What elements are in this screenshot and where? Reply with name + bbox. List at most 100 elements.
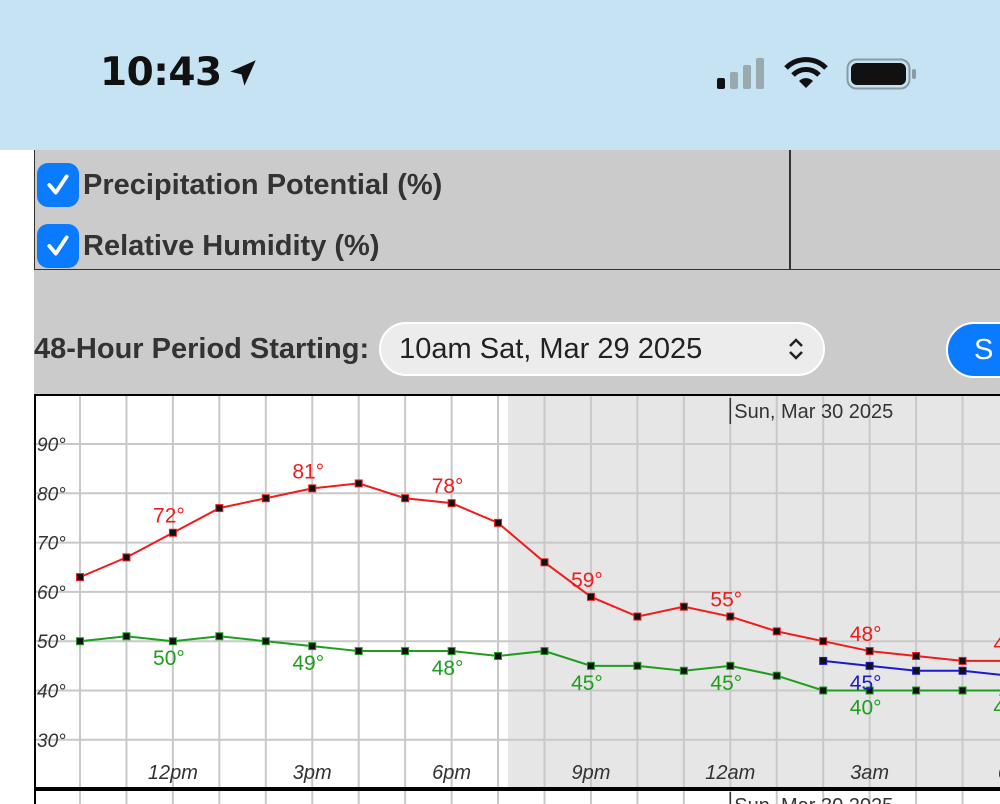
- y-tick-label: 70°: [37, 534, 66, 555]
- options-panel: Precipitation Potential (%) Relative Hum…: [34, 150, 1000, 394]
- clock: 10:43: [100, 50, 222, 95]
- data-point: [586, 661, 595, 670]
- cellular-signal-icon: [717, 58, 764, 89]
- data-label: 72°: [153, 505, 185, 528]
- data-label: 81°: [292, 460, 324, 483]
- data-label: 78°: [432, 475, 464, 498]
- data-label: 48°: [432, 657, 464, 680]
- data-point: [819, 656, 828, 665]
- y-tick-label: 90°: [37, 435, 66, 456]
- data-point: [865, 647, 874, 656]
- data-label: 45°: [571, 672, 603, 695]
- data-point: [819, 637, 828, 646]
- data-point: [679, 602, 688, 611]
- data-point: [447, 647, 456, 656]
- data-label: 55°: [710, 589, 742, 612]
- option-humidity[interactable]: Relative Humidity (%): [37, 224, 380, 268]
- next-chart-day-label: Sun, Mar 30 2025: [734, 795, 893, 804]
- data-point: [354, 647, 363, 656]
- data-label: 48°: [850, 623, 882, 646]
- period-select-value: 10am Sat, Mar 29 2025: [399, 332, 703, 365]
- data-point: [633, 612, 642, 621]
- day-label: Sun, Mar 30 2025: [734, 401, 893, 423]
- submit-button[interactable]: S: [946, 322, 1000, 378]
- option-label: Precipitation Potential (%): [83, 168, 443, 201]
- option-checkboxes: Precipitation Potential (%) Relative Hum…: [34, 150, 1000, 270]
- data-point: [772, 671, 781, 680]
- temperature-chart: 90° 80° 70° 60° 50° 40° 30° Sun, Mar 30 2025 Sun…: [34, 394, 1000, 804]
- period-selector: 48-Hour Period Starting: 10am Sat, Mar 2…: [34, 322, 826, 376]
- y-tick-label: 30°: [37, 731, 66, 752]
- x-tick-label: 12am: [705, 762, 755, 784]
- data-point: [958, 656, 967, 665]
- data-point: [540, 558, 549, 567]
- x-tick-label: 6pm: [432, 762, 471, 784]
- data-point: [122, 632, 131, 641]
- data-point: [726, 612, 735, 621]
- data-point: [308, 484, 317, 493]
- data-point: [586, 592, 595, 601]
- data-point: [76, 637, 84, 646]
- data-label: 59°: [571, 569, 603, 592]
- y-tick-label: 80°: [37, 484, 66, 505]
- series-0: 72° 81° 78° 59° 55° 48° 46: [76, 460, 1000, 665]
- y-tick-label: 50°: [37, 632, 66, 653]
- x-tick-label: 3am: [850, 762, 889, 784]
- data-point: [726, 661, 735, 670]
- divider: [789, 150, 791, 269]
- data-label: 46: [993, 633, 1000, 656]
- data-point: [958, 686, 967, 695]
- series-1: 50°49°48°45°45°40°40: [76, 632, 1000, 720]
- data-point: [494, 651, 503, 660]
- x-tick-label: 3pm: [293, 762, 332, 784]
- data-point: [401, 647, 410, 656]
- data-point: [912, 666, 921, 675]
- location-arrow-icon: [230, 60, 256, 86]
- data-point: [540, 647, 549, 656]
- y-tick-label: 60°: [37, 583, 66, 604]
- data-label: 40: [993, 697, 1000, 720]
- option-precipitation[interactable]: Precipitation Potential (%): [37, 163, 442, 207]
- data-point: [308, 642, 317, 651]
- data-label: 45°: [710, 672, 742, 695]
- checkbox-checked-icon[interactable]: [37, 224, 79, 268]
- status-bar: 10:43: [0, 0, 1000, 150]
- data-point: [168, 528, 177, 537]
- chevron-updown-icon: [789, 338, 804, 360]
- x-tick-label: 9pm: [571, 762, 610, 784]
- data-label: 45°: [850, 672, 882, 695]
- page: Precipitation Potential (%) Relative Hum…: [0, 150, 1000, 804]
- data-point: [168, 637, 177, 646]
- data-point: [772, 627, 781, 636]
- data-point: [494, 518, 503, 527]
- battery-icon: [846, 58, 916, 90]
- data-label: 50°: [153, 647, 185, 670]
- period-label: 48-Hour Period Starting:: [34, 332, 370, 365]
- data-point: [261, 637, 270, 646]
- option-label: Relative Humidity (%): [83, 229, 380, 262]
- data-point: [958, 666, 967, 675]
- data-point: [679, 666, 688, 675]
- data-point: [912, 686, 921, 695]
- data-point: [633, 661, 642, 670]
- data-point: [354, 479, 363, 488]
- data-point: [865, 661, 874, 670]
- data-point: [401, 494, 410, 503]
- data-point: [76, 573, 84, 582]
- data-point: [215, 504, 224, 513]
- data-point: [865, 686, 874, 695]
- data-point: [261, 494, 270, 503]
- x-tick-label: 6a: [998, 762, 1000, 784]
- data-point: [447, 499, 456, 508]
- checkbox-checked-icon[interactable]: [37, 163, 79, 207]
- wifi-icon: [784, 57, 828, 88]
- data-point: [122, 553, 131, 562]
- data-label: 40°: [850, 697, 882, 720]
- y-tick-label: 40°: [37, 682, 66, 703]
- period-select[interactable]: 10am Sat, Mar 29 2025: [379, 322, 826, 376]
- x-tick-label: 12pm: [148, 762, 198, 784]
- data-point: [912, 651, 921, 660]
- data-point: [819, 686, 828, 695]
- data-label: 49°: [292, 652, 324, 675]
- data-point: [215, 632, 224, 641]
